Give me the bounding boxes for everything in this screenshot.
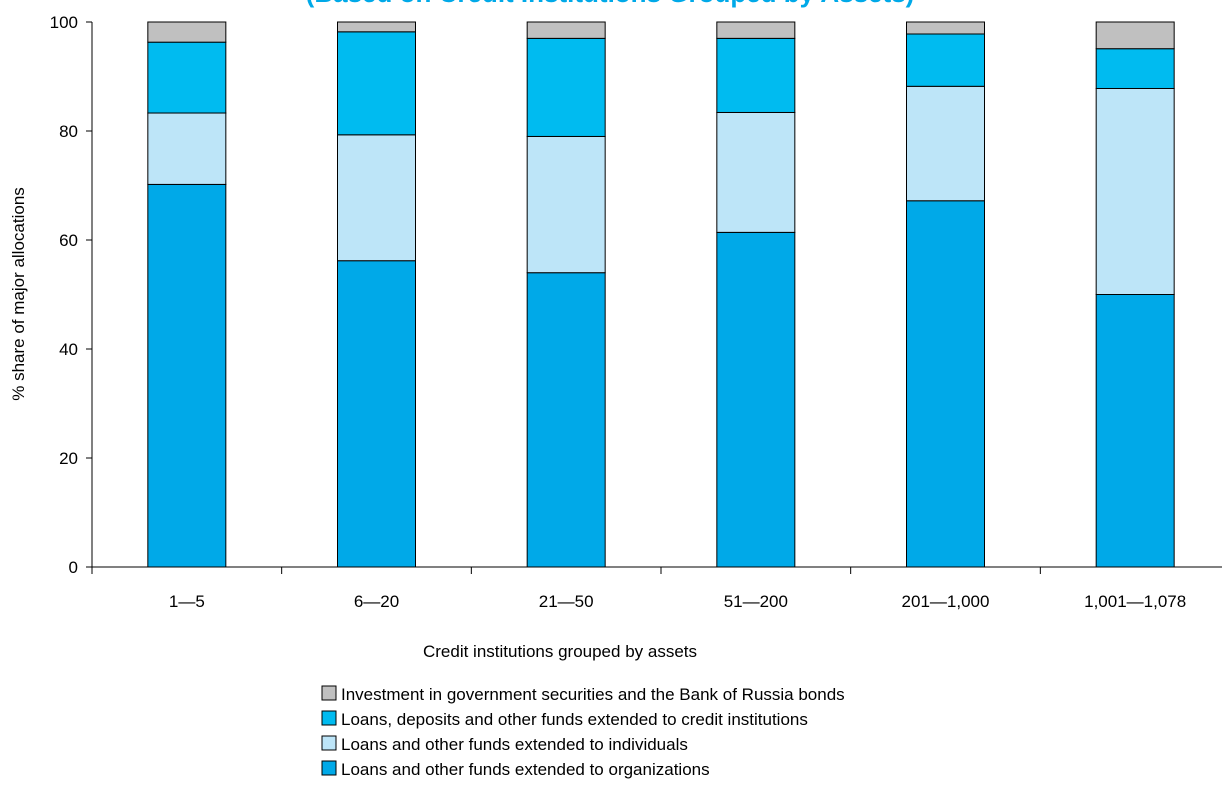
bar-segment <box>716 21 796 39</box>
bar-segment <box>1095 294 1175 568</box>
bar-segment <box>147 41 227 114</box>
legend-item: Investment in government securities and … <box>321 685 845 704</box>
x-tick-label: 21—50 <box>539 592 594 611</box>
x-axis-label: Credit institutions grouped by assets <box>423 642 697 661</box>
bar-segment <box>147 183 227 568</box>
legend-label: Loans and other funds extended to organi… <box>341 760 710 779</box>
legend-swatch <box>321 685 337 701</box>
bar-stack <box>1095 21 1175 568</box>
legend-label: Investment in government securities and … <box>341 685 845 704</box>
bar-segment <box>337 31 416 136</box>
legend-item: Loans and other funds extended to organi… <box>321 760 710 779</box>
bar-segment <box>906 200 985 568</box>
y-tick-label: 40 <box>59 340 78 359</box>
bar-segment <box>337 21 416 33</box>
legend-item: Loans, deposits and other funds extended… <box>321 710 808 729</box>
bar-stack <box>716 21 796 568</box>
chart-title: (Based on Credit Institutions Grouped by… <box>306 0 915 8</box>
bar-segment <box>716 111 796 233</box>
y-tick-label: 0 <box>69 558 78 577</box>
bar-segment <box>526 37 606 137</box>
bar-segment <box>1095 87 1175 295</box>
y-tick-label: 60 <box>59 231 78 250</box>
legend-item: Loans and other funds extended to indivi… <box>321 735 688 754</box>
x-tick-label: 1,001—1,078 <box>1084 592 1186 611</box>
bar-stack <box>337 21 416 568</box>
bar-segment <box>337 134 416 262</box>
bar-stack <box>906 21 985 568</box>
bar-segment <box>716 37 796 113</box>
bar-segment <box>906 33 985 87</box>
bar-segment <box>906 21 985 35</box>
x-axis: 1—5 6—20 21—50 51—200 201—1,000 1,001—1,078 <box>91 566 1222 611</box>
y-axis-label: % share of major allocations <box>9 187 28 401</box>
legend: Investment in government securities and … <box>321 685 845 779</box>
legend-swatch <box>321 710 337 726</box>
bar-segment <box>526 21 606 39</box>
legend-swatch <box>321 760 337 776</box>
bar-segment <box>526 135 606 274</box>
x-tick-label: 51—200 <box>724 592 788 611</box>
y-axis: 0 20 40 60 80 100 <box>50 13 93 577</box>
bars <box>147 21 1175 568</box>
bar-segment <box>716 231 796 568</box>
bar-stack <box>147 21 227 568</box>
legend-label: Loans, deposits and other funds extended… <box>341 710 808 729</box>
y-tick-label: 100 <box>50 13 78 32</box>
y-tick-label: 20 <box>59 449 78 468</box>
x-tick-label: 1—5 <box>169 592 205 611</box>
x-tick-label: 201—1,000 <box>902 592 990 611</box>
bar-segment <box>526 272 606 568</box>
y-tick-label: 80 <box>59 122 78 141</box>
bar-segment <box>147 112 227 185</box>
bar-segment <box>147 21 227 43</box>
x-tick-label: 6—20 <box>354 592 399 611</box>
bar-segment <box>1095 21 1175 50</box>
legend-swatch <box>321 735 337 751</box>
bar-segment <box>337 260 416 568</box>
bar-segment <box>906 85 985 202</box>
bar-segment <box>1095 48 1175 89</box>
legend-label: Loans and other funds extended to indivi… <box>341 735 688 754</box>
bar-stack <box>526 21 606 568</box>
